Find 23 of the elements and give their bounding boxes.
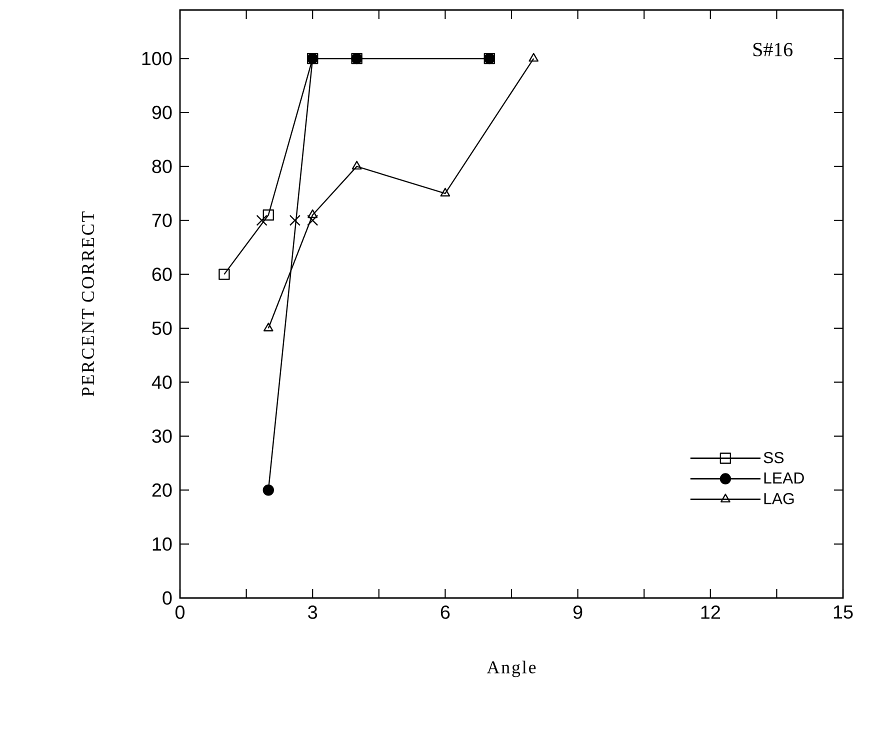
x-tick-label: 9 — [573, 606, 582, 619]
y-tick-label: 90 — [152, 106, 172, 120]
y-tick-label: 100 — [142, 52, 172, 66]
x-tick-label: 12 — [701, 606, 720, 619]
y-tick-label: 0 — [162, 591, 172, 605]
x-tick-label: 3 — [308, 606, 318, 619]
y-tick-label: 40 — [152, 376, 172, 389]
y-tick-label: 10 — [152, 537, 172, 551]
annotation: S#16 — [753, 42, 792, 56]
legend-label: LAG — [764, 493, 794, 504]
y-tick-label: 50 — [152, 322, 172, 335]
legend-label: LEAD — [764, 472, 804, 484]
x-tick-label: 6 — [440, 606, 450, 619]
x-tick-label: 0 — [175, 606, 185, 619]
y-tick-label: 20 — [152, 483, 172, 497]
legend-label: SS — [764, 452, 784, 464]
y-tick-label: 30 — [152, 429, 172, 443]
y-tick-label: 60 — [152, 268, 172, 282]
x-tick-label: 15 — [834, 606, 853, 619]
y-axis-title: PERCENT CORRECT — [82, 212, 94, 396]
y-tick-label: 80 — [152, 160, 172, 174]
x-axis-title: Angle — [486, 660, 536, 678]
y-tick-label: 70 — [152, 214, 172, 228]
